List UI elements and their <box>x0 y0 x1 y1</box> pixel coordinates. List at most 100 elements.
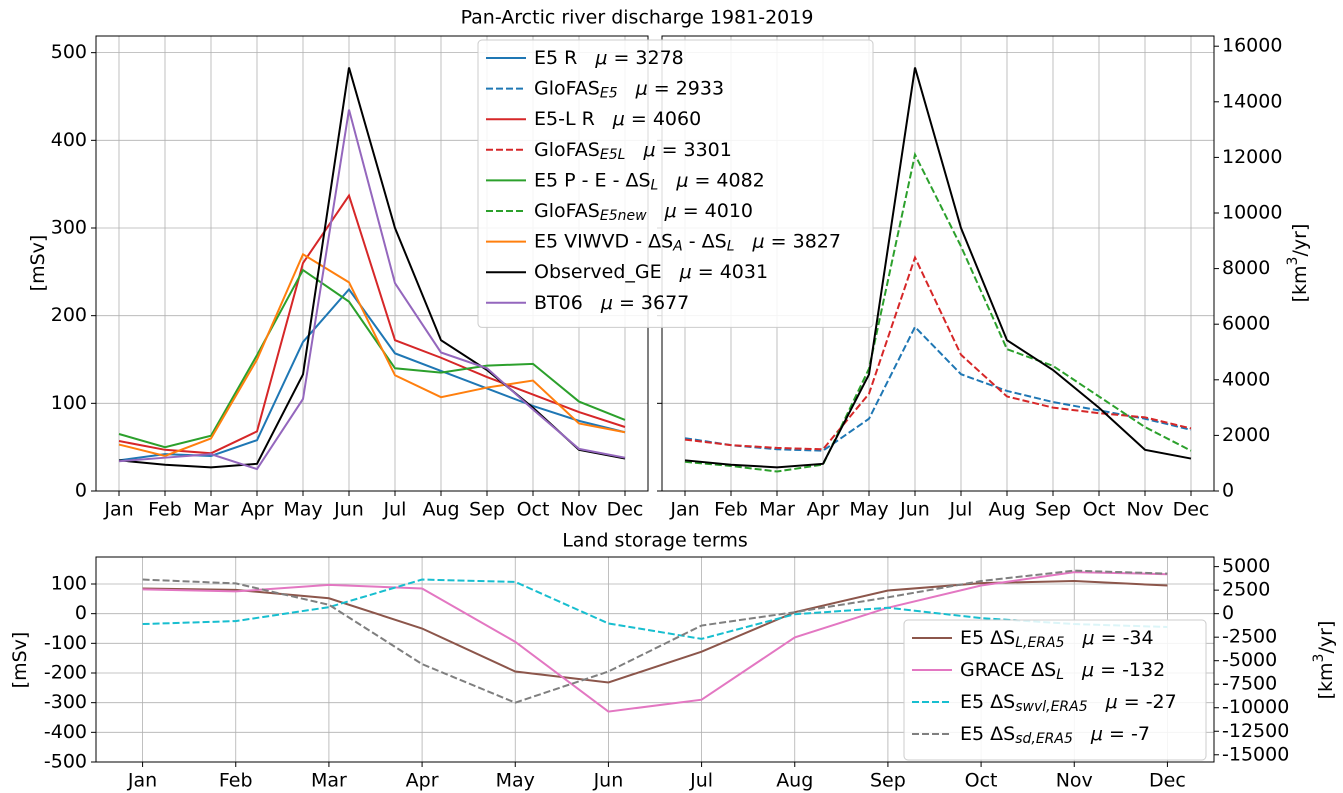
y-axis-label: [mSv] <box>9 632 31 689</box>
x-tick-label: Nov <box>1056 770 1093 792</box>
y-tick-label: -100 <box>44 632 87 654</box>
x-tick-label: Nov <box>1126 499 1163 521</box>
legend-mu: 4010 <box>705 200 753 222</box>
legend-mu: -132 <box>1122 659 1165 681</box>
x-tick-label: Jul <box>949 499 973 521</box>
text-part: L <box>727 239 735 255</box>
y-tick-label: 0 <box>75 480 87 502</box>
y-tick-label: 100 <box>51 392 87 414</box>
x-tick-label: Mar <box>193 499 229 521</box>
legend-label: GRACE ΔSL μ = -132 <box>960 659 1165 684</box>
x-tick-label: Dec <box>1149 770 1186 792</box>
x-tick-label: Jan <box>669 499 699 521</box>
legend-mu-label: μ = <box>594 47 629 69</box>
legend-mu-label: μ = <box>1105 691 1140 713</box>
y-tick-label: -300 <box>44 691 87 713</box>
x-tick-label: Jun <box>333 499 364 521</box>
legend-label: GloFASE5new μ = 4010 <box>534 200 753 225</box>
text-part: [km <box>1289 265 1311 302</box>
legend-mu: 3278 <box>635 47 683 69</box>
text-part: L,ERA5 <box>1015 635 1064 651</box>
text-part: E5 R <box>534 47 577 69</box>
x-tick-label: Apr <box>241 499 274 521</box>
series-line <box>684 151 1192 473</box>
chart-title: Pan-Arctic river discharge 1981-2019 <box>461 7 814 29</box>
text-part: E5 <box>600 86 618 102</box>
legend-label: E5 R μ = 3278 <box>534 47 684 69</box>
legend-mu: 4031 <box>720 261 768 283</box>
text-part: E5 P - E - ΔS <box>534 169 651 191</box>
text-part: E5-L R <box>534 108 595 130</box>
legend-mu: 3301 <box>684 138 732 160</box>
x-tick-label: Sep <box>1035 499 1071 521</box>
x-tick-label: Sep <box>870 770 906 792</box>
text-part: A <box>672 239 683 255</box>
x-tick-label: Jun <box>593 770 624 792</box>
legend-mu: -7 <box>1131 723 1150 745</box>
x-tick-label: Oct <box>517 499 550 521</box>
text-part: E5 ΔS <box>960 723 1015 745</box>
series-line <box>684 67 1192 469</box>
text-part: E5 ΔS <box>960 691 1015 713</box>
legend-label: BT06 μ = 3677 <box>534 291 689 313</box>
legend-label: E5 P - E - ΔSL μ = 4082 <box>534 169 765 194</box>
series-line <box>118 109 626 471</box>
x-tick-label: Aug <box>988 499 1025 521</box>
y2-tick-label: 6000 <box>1222 313 1270 335</box>
text-part: GloFAS <box>534 200 600 222</box>
legend-mu: 4060 <box>653 108 701 130</box>
y2-tick-label: -10000 <box>1222 696 1289 718</box>
series-line <box>118 193 626 455</box>
x-tick-label: Jul <box>383 499 407 521</box>
y-tick-label: -200 <box>44 661 87 683</box>
series-line <box>142 569 1168 704</box>
y2-tick-label: 0 <box>1222 480 1234 502</box>
y2-tick-label: 12000 <box>1222 146 1282 168</box>
legend-mu-label: μ = <box>600 291 635 313</box>
x-tick-label: Oct <box>965 770 998 792</box>
y2-tick-label: 2000 <box>1222 424 1270 446</box>
y2-axis-label: [km3/yr] <box>1285 224 1311 303</box>
y2-tick-label: 2500 <box>1222 579 1270 601</box>
text-part: Observed_GE <box>534 261 662 283</box>
chart-title: Land storage terms <box>562 530 748 552</box>
legend-mu-label: μ = <box>1082 627 1117 649</box>
x-tick-label: Aug <box>422 499 459 521</box>
y2-tick-label: 5000 <box>1222 555 1270 577</box>
text-part: /yr] <box>1289 224 1311 257</box>
legend-mu: 2933 <box>676 77 724 99</box>
x-tick-label: May <box>496 770 535 792</box>
text-part: L <box>1056 667 1064 683</box>
legend-label: E5-L R μ = 4060 <box>534 108 701 130</box>
legend-box <box>477 39 874 328</box>
text-part: E5 VIWVD - ΔS <box>534 230 673 252</box>
y2-tick-label: 0 <box>1222 602 1234 624</box>
x-tick-label: Dec <box>1173 499 1210 521</box>
y-axis-label: [mSv] <box>27 235 49 292</box>
text-part: [km <box>1315 662 1337 699</box>
y-tick-label: 0 <box>75 602 87 624</box>
text-part: E5 ΔS <box>960 627 1015 649</box>
text-part: L <box>651 177 659 193</box>
series-line <box>684 325 1192 452</box>
x-tick-label: Feb <box>219 770 253 792</box>
y2-axis-label: [km3/yr] <box>1311 621 1337 700</box>
text-part: swvl,ERA5 <box>1015 699 1088 715</box>
x-tick-label: Mar <box>311 770 347 792</box>
x-tick-label: Jun <box>899 499 930 521</box>
x-tick-label: Dec <box>607 499 644 521</box>
plot-frame <box>95 556 1215 763</box>
legend-label: E5 ΔSswvl,ERA5 μ = -27 <box>960 691 1177 716</box>
x-tick-label: Jan <box>127 770 157 792</box>
legend-mu-label: μ = <box>752 230 787 252</box>
x-tick-label: Oct <box>1083 499 1116 521</box>
y2-tick-label: -2500 <box>1222 626 1277 648</box>
series-line <box>142 571 1168 713</box>
text-part: GloFAS <box>534 138 600 160</box>
x-tick-label: Jul <box>689 770 713 792</box>
legend-label: Observed_GE μ = 4031 <box>534 261 768 283</box>
legend-label: GloFASE5 μ = 2933 <box>534 77 724 102</box>
y-tick-label: 300 <box>51 216 87 238</box>
x-tick-label: Feb <box>714 499 748 521</box>
legend-mu-label: μ = <box>642 138 677 160</box>
